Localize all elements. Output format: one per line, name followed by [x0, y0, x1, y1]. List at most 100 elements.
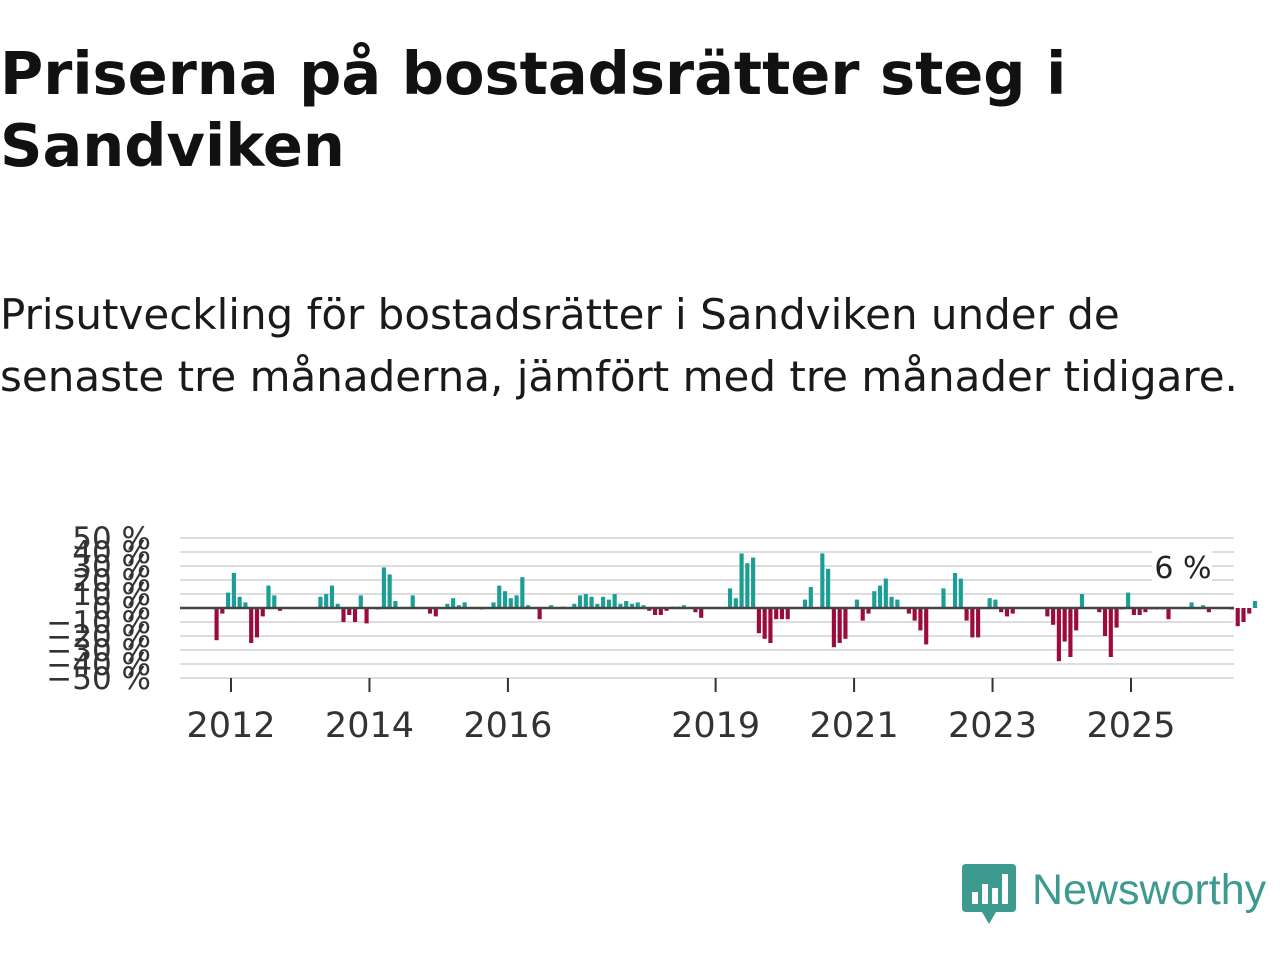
bar	[508, 598, 513, 608]
bar	[324, 594, 329, 608]
bar	[952, 573, 958, 608]
bar	[358, 595, 363, 608]
bar	[652, 608, 658, 615]
bar	[589, 596, 594, 608]
bar	[249, 608, 254, 643]
value-label-text: 6 %	[1154, 551, 1211, 586]
bar	[826, 568, 831, 608]
bar-chart: −50 %−40 %−30 %−20 %−10 %0 %10 %20 %30 %…	[46, 521, 1258, 745]
bar	[410, 595, 415, 608]
bars	[214, 553, 1258, 662]
x-tick-label: 2014	[325, 706, 414, 745]
bar	[364, 608, 369, 624]
bar	[999, 608, 1004, 613]
bar	[1004, 608, 1010, 617]
bar	[756, 608, 761, 634]
bar	[347, 608, 352, 615]
bar	[641, 605, 646, 608]
bar	[629, 603, 635, 608]
bar	[254, 608, 260, 638]
bar	[1252, 601, 1258, 608]
bar	[491, 602, 496, 608]
x-tick-label: 2021	[810, 706, 899, 745]
y-tick-label: 20 %	[72, 563, 151, 599]
chart-subtitle: Prisutveckling för bostadsrätter i Sandv…	[0, 290, 1238, 401]
bar	[237, 596, 242, 608]
y-tick-label: −20 %	[46, 619, 151, 655]
bar	[595, 603, 600, 608]
bar	[820, 553, 825, 608]
bar	[272, 595, 277, 608]
bar	[872, 591, 877, 608]
bar	[843, 608, 848, 639]
y-tick-label: −40 %	[46, 647, 151, 683]
bar	[1056, 608, 1061, 662]
bar	[768, 608, 773, 643]
y-tick-label: 50 %	[72, 521, 151, 557]
bar	[514, 595, 519, 608]
bar	[393, 601, 398, 608]
bar	[941, 588, 946, 608]
bar	[451, 598, 456, 608]
bar	[1247, 608, 1252, 614]
y-axis-tick-labels: −50 %−40 %−30 %−20 %−10 %0 %10 %20 %30 %…	[46, 521, 151, 697]
bar	[1126, 592, 1131, 608]
bar	[1010, 608, 1015, 614]
bar	[226, 592, 231, 608]
bar	[976, 608, 981, 638]
bar	[658, 608, 663, 615]
bar	[1074, 608, 1079, 631]
y-tick-label: 10 %	[72, 577, 151, 613]
bar	[681, 605, 686, 608]
bar	[526, 605, 531, 608]
bar	[774, 608, 779, 620]
x-tick-label: 2016	[463, 706, 552, 745]
bar	[243, 602, 248, 608]
bar	[456, 605, 461, 608]
bar	[231, 573, 236, 608]
bar	[912, 608, 917, 621]
y-tick-label: 30 %	[72, 549, 151, 585]
x-tick-label: 2023	[948, 706, 1037, 745]
bar	[647, 608, 652, 611]
bar	[1241, 608, 1246, 622]
bar	[635, 602, 640, 608]
bar	[866, 608, 871, 614]
brand-name: Newsworthy	[1032, 866, 1267, 914]
bar	[572, 603, 577, 608]
bar	[445, 603, 450, 608]
bar	[837, 608, 842, 643]
bar	[964, 608, 969, 621]
bar	[577, 595, 583, 608]
value-label-background	[1152, 550, 1212, 584]
bar	[785, 608, 790, 620]
bar	[606, 599, 611, 608]
x-axis-ticks: 2012 2014 2016 2019 2021 2023 2025	[186, 678, 1176, 745]
bar	[601, 596, 606, 608]
bar	[266, 585, 271, 608]
bar	[341, 608, 346, 622]
bar	[329, 585, 335, 608]
y-tick-label: −30 %	[46, 633, 151, 669]
bar	[918, 608, 923, 631]
bar	[906, 608, 911, 614]
newsworthy-logo-icon	[962, 864, 1016, 924]
x-tick-label: 2012	[186, 706, 275, 745]
bar	[854, 599, 860, 608]
gridlines	[180, 537, 1234, 679]
bar	[1137, 608, 1142, 615]
bar	[427, 608, 433, 614]
y-tick-label: −50 %	[46, 661, 151, 697]
bar	[520, 577, 525, 608]
x-tick-label: 2019	[671, 706, 760, 745]
y-tick-label: −10 %	[46, 605, 151, 641]
bar	[808, 587, 813, 608]
bar	[877, 585, 883, 608]
bar	[987, 598, 992, 608]
bar	[958, 578, 963, 608]
bar	[277, 608, 283, 611]
bar	[1189, 602, 1194, 608]
bar	[1062, 608, 1067, 642]
bar	[993, 599, 998, 608]
bar	[733, 598, 738, 608]
